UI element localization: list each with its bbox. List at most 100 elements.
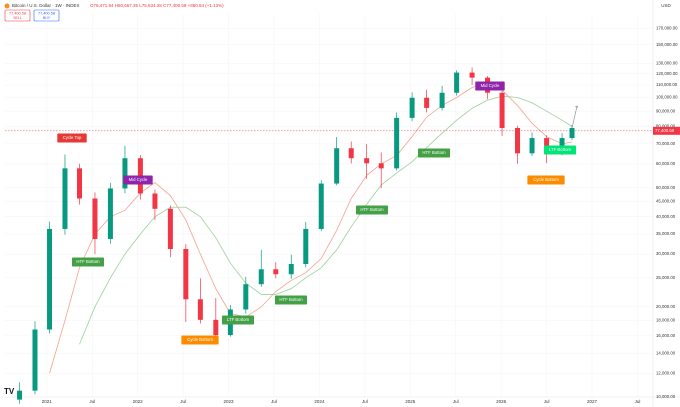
x-tick-label: Jul	[89, 399, 95, 404]
y-tick-label: 100,000.00	[656, 95, 678, 100]
y-tick-label: 50,000.00	[656, 185, 676, 190]
annotation-box	[275, 295, 307, 305]
annotation-label: HTF Bottom	[360, 207, 384, 212]
candle-body	[394, 117, 400, 169]
projection-arrow	[571, 105, 579, 129]
buy-button[interactable]	[33, 9, 60, 22]
last-price-label: 77,400.58	[655, 128, 675, 133]
annotation-box	[181, 335, 219, 345]
annotation-box	[356, 205, 388, 215]
sell-price: 77,400.58	[9, 12, 26, 16]
candle-body	[213, 319, 219, 336]
candle-body	[318, 183, 324, 229]
ohlc: O76,471.94 H80,667.35 L75,634.28 C77,400…	[90, 3, 224, 8]
annotation-box	[222, 315, 254, 325]
buy-price: 77,400.58	[38, 12, 55, 16]
annotation-label: Mid Cycle	[481, 83, 500, 88]
annotation-label: HTF Bottom	[279, 297, 303, 302]
y-tick-label: 80,000.00	[656, 124, 676, 129]
candle-body	[469, 72, 475, 78]
candle-body	[454, 72, 460, 93]
candle-body	[152, 193, 158, 209]
candle-body	[183, 248, 189, 300]
y-tick-label: 10,000.00	[656, 394, 676, 399]
x-tick-label: 2026	[496, 399, 507, 404]
moving-average	[79, 95, 573, 345]
annotation-label: LTF Bottom	[549, 147, 572, 152]
annotation-box	[544, 145, 576, 155]
y-tick-label: 25,000.00	[656, 275, 676, 280]
annotation-label: LTF Bottom	[227, 317, 250, 322]
annotation-label: Cycle Bottom	[533, 177, 559, 182]
annotation-label: HTF Bottom	[76, 259, 100, 264]
y-tick-label: 150,000.00	[656, 42, 678, 47]
candle-body	[499, 92, 505, 128]
candle-body	[167, 208, 173, 249]
x-tick-label: 2023	[224, 399, 235, 404]
candle-body	[378, 163, 384, 169]
currency: USD	[661, 3, 671, 8]
candle-body	[409, 97, 415, 118]
candle-body	[288, 264, 294, 275]
y-tick-label: 30,000.00	[656, 251, 676, 256]
candle-body	[424, 97, 430, 108]
annotation-label: Cycle Top	[63, 135, 82, 140]
y-tick-label: 35,000.00	[656, 231, 676, 236]
candle-body	[92, 198, 98, 239]
y-tick-label: 90,000.00	[656, 108, 676, 113]
y-tick-label: 18,000.00	[656, 318, 676, 323]
y-tick-label: 12,000.00	[656, 370, 676, 375]
x-tick-label: Jul	[180, 399, 186, 404]
y-tick-label: 45,000.00	[656, 198, 676, 203]
annotation-label: Mid Cycle	[129, 177, 148, 182]
y-tick-label: 16,000.00	[656, 333, 676, 338]
candle-body	[243, 284, 249, 310]
annotation-box	[418, 148, 450, 158]
candle-body	[303, 228, 309, 265]
y-tick-label: 60,000.00	[656, 161, 676, 166]
symbol: Bitcoin / U.S. Dollar · 1W · INDEX	[12, 3, 80, 8]
candle-body	[569, 127, 575, 139]
x-tick-label: Jul	[271, 399, 277, 404]
candle-body	[529, 138, 535, 154]
candle-body	[273, 269, 279, 275]
x-tick-label: 2027	[587, 399, 598, 404]
annotation-box	[527, 175, 565, 185]
x-tick-label: Jul	[362, 399, 368, 404]
x-tick-label: Jul	[453, 399, 459, 404]
annotation-label: HTF Bottom	[422, 150, 446, 155]
y-tick-label: 170,000.00	[656, 26, 678, 31]
sell-label: SELL	[13, 16, 22, 20]
annotation-box	[72, 257, 104, 267]
annotation-label: Cycle Bottom	[187, 337, 213, 342]
x-tick-label: 2022	[133, 399, 144, 404]
candle-body	[17, 390, 23, 400]
candle-body	[258, 269, 264, 285]
last-price-tag	[653, 126, 680, 135]
x-tick-label: 2025	[405, 399, 416, 404]
candle-body	[32, 329, 38, 391]
candle-body	[364, 158, 370, 164]
logo: TV	[4, 387, 15, 396]
y-tick-label: 40,000.00	[656, 214, 676, 219]
annotation-box	[123, 175, 153, 185]
candle-body	[334, 148, 340, 184]
y-tick-label: 70,000.00	[656, 141, 676, 146]
candle-body	[62, 168, 68, 229]
candle-body	[77, 168, 83, 199]
y-tick-label: 20,000.00	[656, 304, 676, 309]
sell-button[interactable]	[4, 9, 31, 22]
candle-body	[439, 92, 445, 108]
y-tick-label: 120,000.00	[656, 71, 678, 76]
candle-body	[348, 148, 354, 159]
candle-body	[47, 228, 53, 330]
y-tick-label: 110,000.00	[656, 82, 678, 87]
y-tick-label: 14,000.00	[656, 350, 676, 355]
x-tick-label: 2021	[42, 399, 53, 404]
annotation-box	[475, 81, 505, 91]
candle-body	[122, 158, 128, 189]
x-tick-label: Jul	[544, 399, 550, 404]
candle-body	[107, 188, 113, 239]
